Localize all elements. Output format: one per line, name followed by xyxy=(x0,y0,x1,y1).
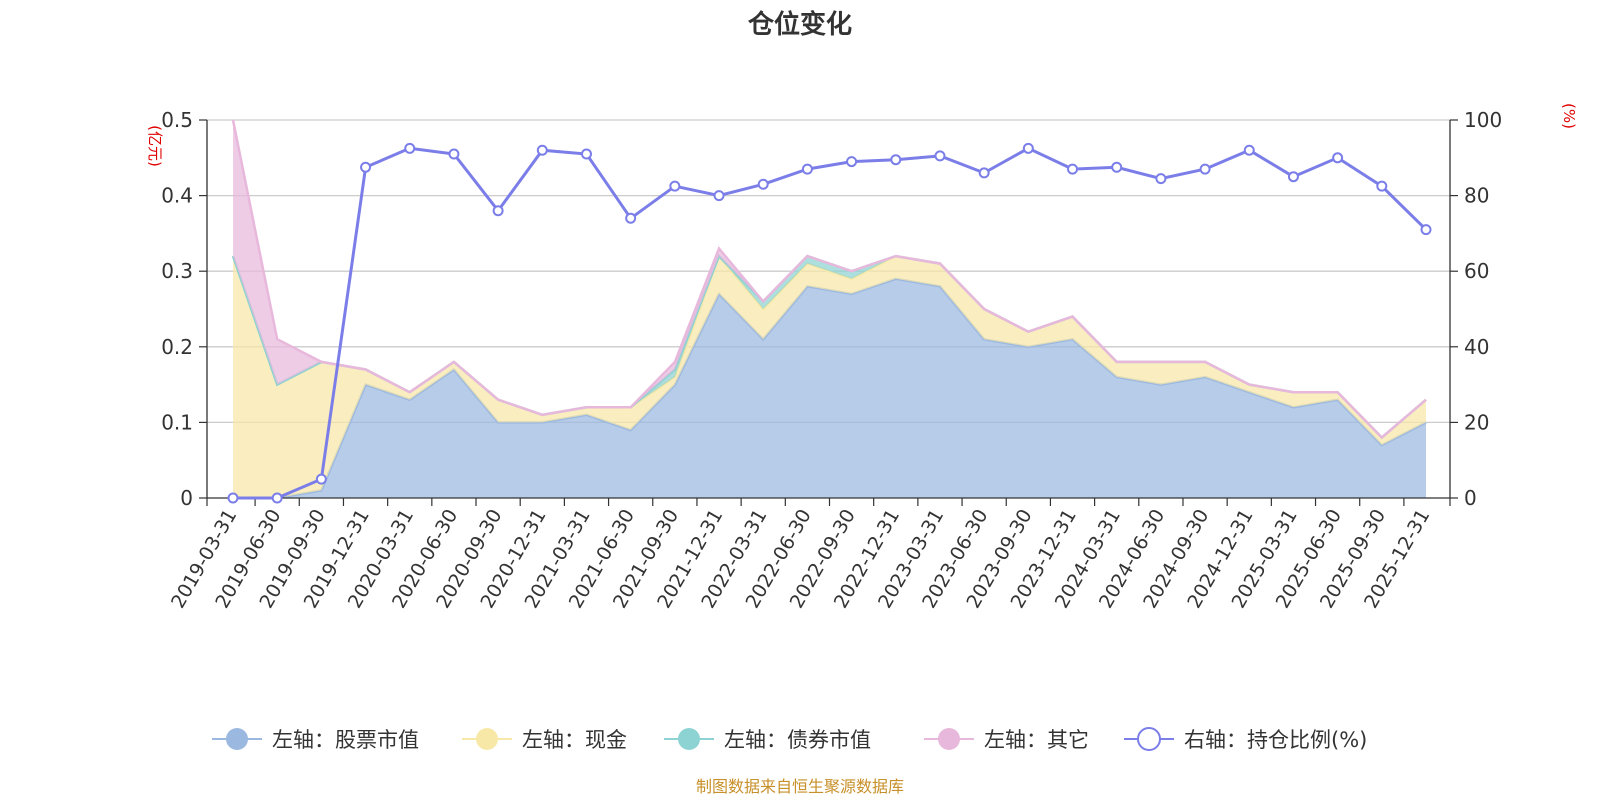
ratio-point-18 xyxy=(1022,142,1034,154)
ratio-point-24 xyxy=(1287,171,1299,183)
right-tick-label-5: 100 xyxy=(1464,108,1502,132)
legend-item-0: 左轴：股票市值 xyxy=(212,728,419,752)
area-edge-3 xyxy=(231,119,1427,440)
stacked-areas xyxy=(231,119,1427,500)
ratio-point-23 xyxy=(1243,144,1255,156)
ratio-point-22 xyxy=(1199,163,1211,175)
ratio-point-4 xyxy=(404,142,416,154)
chart-title: 仓位变化 xyxy=(747,9,852,40)
legend-item-3: 左轴：其它 xyxy=(924,728,1089,752)
source-note: 制图数据来自恒生聚源数据库 xyxy=(696,777,904,796)
left-tick-label-3: 0.3 xyxy=(161,259,193,283)
legend: 左轴：股票市值 左轴：现金 左轴：债券市值 左轴：其它 右轴：持仓比例(%) xyxy=(212,727,1367,752)
position-ratio-line-layer xyxy=(227,142,1432,504)
ratio-point-7 xyxy=(536,144,548,156)
right-tick-label-3: 60 xyxy=(1464,259,1489,283)
legend-item-1: 左轴：现金 xyxy=(462,728,627,752)
legend-marker-3 xyxy=(938,728,960,750)
ratio-point-1 xyxy=(271,492,283,504)
ratio-point-15 xyxy=(890,154,902,166)
legend-label-2: 左轴：债券市值 xyxy=(724,728,871,752)
right-tick-label-4: 80 xyxy=(1464,184,1489,208)
right-tick-label-1: 20 xyxy=(1464,410,1489,434)
left-tick-label-5: 0.5 xyxy=(161,108,193,132)
ratio-point-13 xyxy=(801,163,813,175)
ratio-point-25 xyxy=(1332,152,1344,164)
ratio-point-6 xyxy=(492,205,504,217)
ratio-point-26 xyxy=(1376,180,1388,192)
ratio-point-9 xyxy=(625,212,637,224)
legend-item-2: 左轴：债券市值 xyxy=(664,728,871,752)
legend-marker-1 xyxy=(476,728,498,750)
ratio-point-10 xyxy=(669,180,681,192)
ratio-point-21 xyxy=(1155,173,1167,185)
ratio-point-27 xyxy=(1420,224,1432,236)
ratio-point-8 xyxy=(580,148,592,160)
left-axis-unit: (亿元) xyxy=(146,125,164,167)
right-axis-unit: (%) xyxy=(1560,103,1578,129)
ratio-point-5 xyxy=(448,148,460,160)
right-tick-label-0: 0 xyxy=(1464,486,1477,510)
position-ratio-line xyxy=(233,146,1428,500)
ratio-point-16 xyxy=(934,150,946,162)
ratio-point-14 xyxy=(846,156,858,168)
legend-marker-4 xyxy=(1137,727,1161,751)
ratio-point-3 xyxy=(360,161,372,173)
ratio-point-20 xyxy=(1111,161,1123,173)
area-series-0 xyxy=(233,278,1426,498)
left-tick-label-0: 0 xyxy=(180,486,193,510)
ratio-point-2 xyxy=(315,473,327,485)
left-tick-label-1: 0.1 xyxy=(161,410,193,434)
ratio-point-0 xyxy=(227,492,239,504)
ratio-point-12 xyxy=(757,178,769,190)
left-tick-label-4: 0.4 xyxy=(161,184,193,208)
left-tick-label-2: 0.2 xyxy=(161,335,193,359)
right-tick-label-2: 40 xyxy=(1464,335,1489,359)
legend-marker-0 xyxy=(226,728,248,750)
legend-label-0: 左轴：股票市值 xyxy=(272,728,419,752)
ratio-point-17 xyxy=(978,167,990,179)
legend-item-4: 右轴：持仓比例(%) xyxy=(1124,727,1367,752)
legend-label-4: 右轴：持仓比例(%) xyxy=(1184,728,1367,752)
legend-label-1: 左轴：现金 xyxy=(522,728,627,752)
ratio-point-19 xyxy=(1067,163,1079,175)
ratio-point-11 xyxy=(713,190,725,202)
legend-marker-2 xyxy=(678,728,700,750)
legend-label-3: 左轴：其它 xyxy=(984,728,1089,752)
